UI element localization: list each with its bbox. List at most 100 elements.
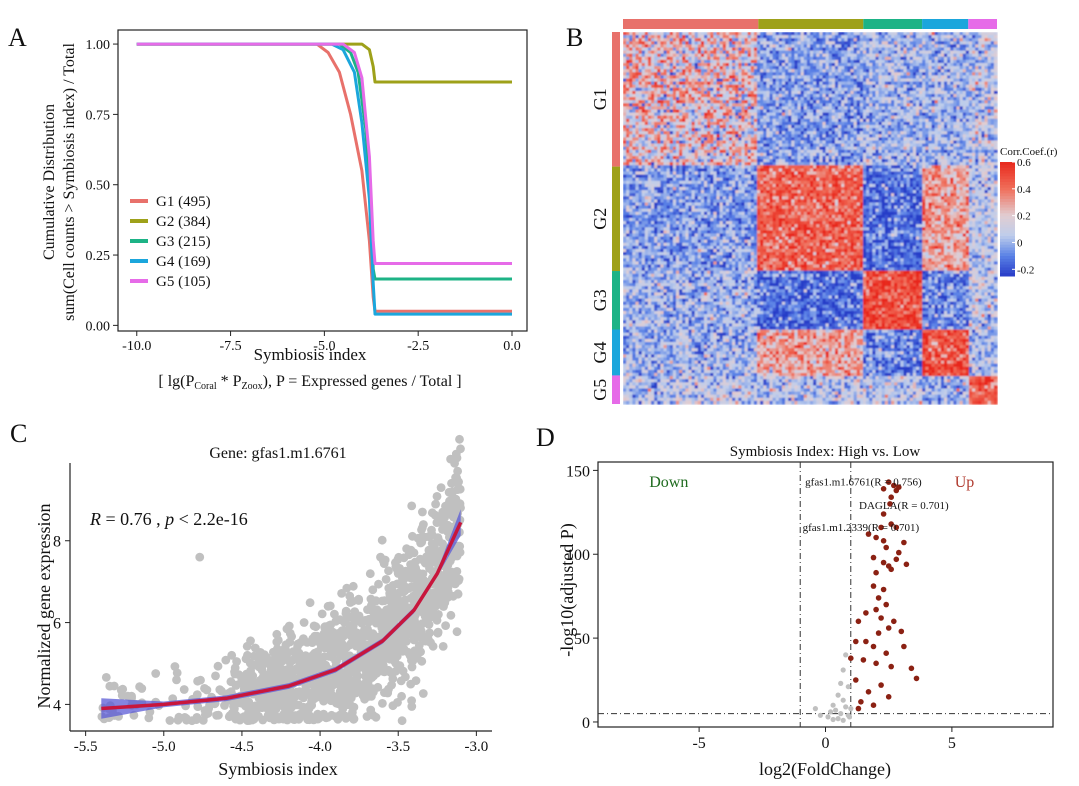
heatmap-cell xyxy=(906,103,911,107)
heatmap-cell xyxy=(725,143,730,148)
heatmap-cell xyxy=(641,81,646,86)
heatmap-cell xyxy=(968,131,973,135)
heatmap-cell xyxy=(872,112,877,117)
heatmap-cell xyxy=(891,32,895,36)
heatmap-cell xyxy=(897,69,901,73)
heatmap-cell xyxy=(881,118,886,123)
heatmap-cell xyxy=(735,118,739,123)
heatmap-cell xyxy=(800,115,805,120)
heatmap-cell xyxy=(800,59,805,64)
heatmap-cell xyxy=(984,50,989,55)
heatmap-cell xyxy=(912,125,917,129)
heatmap-cell xyxy=(657,140,661,145)
heatmap-cell xyxy=(841,75,845,80)
heatmap-cell xyxy=(747,100,752,104)
heatmap-cell xyxy=(881,81,886,86)
heatmap-cell xyxy=(732,84,736,89)
heatmap-cell xyxy=(679,35,683,39)
heatmap-cell xyxy=(725,38,730,42)
heatmap-cell xyxy=(834,44,839,49)
heatmap-cell xyxy=(722,66,727,70)
heatmap-cell xyxy=(685,128,690,132)
heatmap-cell xyxy=(919,69,923,73)
heatmap-cell xyxy=(647,152,652,157)
heatmap-cell xyxy=(704,90,708,95)
heatmap-cell xyxy=(947,128,951,132)
heatmap-cell xyxy=(669,35,674,39)
heatmap-cell xyxy=(862,128,867,132)
heatmap-cell xyxy=(629,72,633,76)
heatmap-cell xyxy=(940,121,945,126)
heatmap-cell xyxy=(781,41,786,45)
heatmap-cell xyxy=(972,87,976,92)
heatmap-cell xyxy=(922,125,926,129)
heatmap-cell xyxy=(937,44,942,49)
heatmap-cell xyxy=(735,47,739,52)
heatmap-cell xyxy=(972,103,976,107)
heatmap-cell xyxy=(760,59,764,64)
heatmap-cell xyxy=(638,75,643,80)
heatmap-cell xyxy=(984,56,989,61)
heatmap-cell xyxy=(834,134,839,138)
heatmap-cell xyxy=(647,128,652,132)
heatmap-cell xyxy=(953,87,958,92)
heatmap-cell xyxy=(769,81,774,86)
heatmap-cell xyxy=(828,63,833,67)
heatmap-cell xyxy=(716,59,721,64)
heatmap-cell xyxy=(922,44,926,49)
heatmap-cell xyxy=(900,137,905,142)
heatmap-cell xyxy=(919,44,923,49)
heatmap-cell xyxy=(632,134,637,138)
heatmap-cell xyxy=(981,78,986,83)
heatmap-cell xyxy=(906,143,911,148)
heatmap-cell xyxy=(741,47,746,52)
heatmap-cell xyxy=(735,59,739,64)
heatmap-cell xyxy=(965,50,970,55)
heatmap-cell xyxy=(853,121,858,126)
heatmap-cell xyxy=(981,90,986,95)
heatmap-cell xyxy=(990,81,995,86)
heatmap-cell xyxy=(651,69,655,73)
heatmap-cell xyxy=(732,75,736,80)
heatmap-cell xyxy=(806,134,811,138)
heatmap-cell xyxy=(766,137,771,142)
heatmap-cell xyxy=(906,137,911,142)
heatmap-cell xyxy=(993,47,998,52)
heatmap-cell xyxy=(766,50,771,55)
heatmap-cell xyxy=(962,63,967,67)
heatmap-cell xyxy=(816,66,820,70)
heatmap-cell xyxy=(797,56,802,61)
heatmap-cell xyxy=(900,149,905,154)
heatmap-cell xyxy=(906,131,911,135)
heatmap-cell xyxy=(884,56,889,61)
heatmap-cell xyxy=(894,115,898,120)
heatmap-cell xyxy=(738,69,743,73)
heatmap-cell xyxy=(937,38,942,42)
heatmap-cell xyxy=(950,100,954,104)
heatmap-cell xyxy=(906,112,911,117)
heatmap-cell xyxy=(738,35,743,39)
heatmap-cell xyxy=(716,137,721,142)
heatmap-cell xyxy=(632,87,637,92)
heatmap-cell xyxy=(713,59,718,64)
heatmap-cell xyxy=(884,106,889,111)
heatmap-cell xyxy=(897,66,901,70)
heatmap-cell xyxy=(725,44,730,49)
heatmap-cell xyxy=(788,87,792,92)
heatmap-cell xyxy=(903,63,908,67)
heatmap-cell xyxy=(738,50,743,55)
heatmap-cell xyxy=(794,115,799,120)
heatmap-cell xyxy=(894,149,898,154)
heatmap-cell xyxy=(641,109,646,114)
heatmap-cell xyxy=(844,90,848,95)
heatmap-cell xyxy=(666,56,671,61)
heatmap-cell xyxy=(750,109,755,114)
heatmap-cell xyxy=(654,75,658,80)
heatmap-cell xyxy=(772,32,777,36)
heatmap-cell xyxy=(872,81,877,86)
heatmap-cell xyxy=(993,90,998,95)
heatmap-cell xyxy=(959,94,964,98)
heatmap-cell xyxy=(688,81,693,86)
heatmap-cell xyxy=(940,140,945,145)
heatmap-cell xyxy=(654,137,658,142)
